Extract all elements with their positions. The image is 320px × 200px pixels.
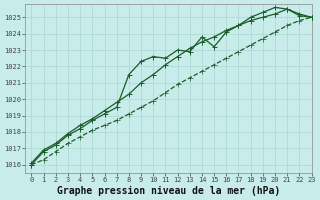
X-axis label: Graphe pression niveau de la mer (hPa): Graphe pression niveau de la mer (hPa)	[57, 186, 280, 196]
